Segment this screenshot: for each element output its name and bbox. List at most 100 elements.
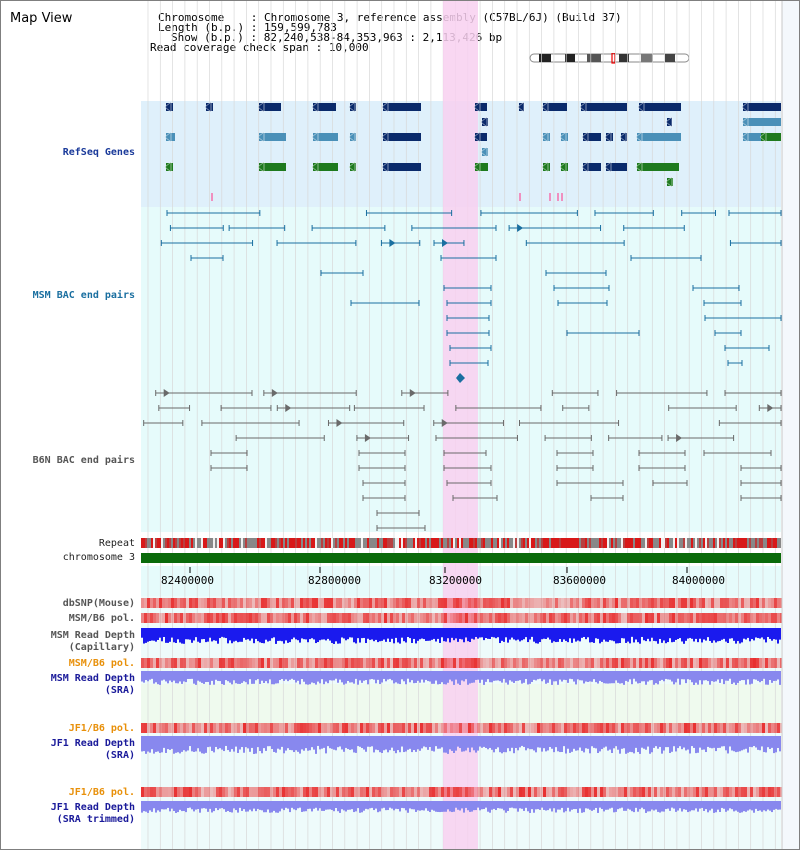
msm-capillary-depth-bar (347, 628, 349, 640)
dbsnp-heat-cell (666, 598, 669, 608)
msm-b6-pol-heat-cell (543, 613, 546, 623)
msm-b6-pol-heat-cell (219, 613, 222, 623)
msm-b6-pol-heat-cell (528, 613, 531, 623)
jf1-sra-depth-bar (169, 736, 171, 750)
jf1-trimmed-depth-bar (417, 801, 419, 811)
jf1-b6-pol-heat-cell (579, 723, 582, 733)
jf1-sra-depth-bar (521, 736, 523, 746)
jf1-b6-pol-trimmed-heat-cell (627, 787, 630, 797)
msm-b6-pol-sra-heat-cell (243, 658, 246, 668)
msm-b6-pol-heat-cell (504, 613, 507, 623)
msm-b6-pol-heat-cell (438, 613, 441, 623)
jf1-sra-depth-bar (761, 736, 763, 747)
jf1-trimmed-depth-bar (273, 801, 275, 811)
jf1-trimmed-depth-bar (287, 801, 289, 809)
jf1-b6-pol-trimmed-heat-cell (144, 787, 147, 797)
jf1-sra-depth-bar (343, 736, 345, 752)
msm-b6-pol-sra-heat-cell (291, 658, 294, 668)
repeat-segment (617, 538, 619, 548)
jf1-b6-pol-heat-cell (576, 723, 579, 733)
msm-sra-depth-bar (371, 671, 373, 679)
msm-b6-pol-sra-heat-cell (183, 658, 186, 668)
msm-sra-depth-bar (745, 671, 747, 685)
msm-b6-pol-sra-heat-cell (324, 658, 327, 668)
jf1-sra-depth-bar (621, 736, 623, 749)
repeat-segment (177, 538, 179, 548)
dbsnp-heat-cell (504, 598, 507, 608)
jf1-trimmed-depth-bar (687, 801, 689, 813)
jf1-trimmed-depth-bar (465, 801, 467, 808)
dbsnp-heat-cell (153, 598, 156, 608)
msm-sra-depth-bar (657, 671, 659, 685)
dbsnp-heat-cell (444, 598, 447, 608)
msm-capillary-depth-bar (671, 628, 673, 643)
jf1-trimmed-depth-bar (453, 801, 455, 812)
msm-b6-pol-sra-heat-cell (480, 658, 483, 668)
msm-b6-pol-heat-cell (444, 613, 447, 623)
msm-sra-depth-bar (143, 671, 145, 683)
msm-capillary-depth-bar (765, 628, 767, 643)
msm-capillary-depth-bar (573, 628, 575, 639)
jf1-b6-pol-trimmed-heat-cell (351, 787, 354, 797)
ruler-tick-label: 82800000 (308, 574, 361, 587)
jf1-b6-pol-trimmed-heat-cell (153, 787, 156, 797)
jf1-b6-pol-heat-cell (726, 723, 729, 733)
dbsnp-heat-cell (582, 598, 585, 608)
msm-capillary-depth-bar (555, 628, 557, 643)
msm-capillary-depth-bar (727, 628, 729, 643)
dbsnp-heat-cell (180, 598, 183, 608)
msm-capillary-depth-bar (583, 628, 585, 637)
msm-b6-pol-sra-heat-cell (237, 658, 240, 668)
msm-sra-depth-bar (309, 671, 311, 685)
msm-b6-pol-sra-heat-cell (393, 658, 396, 668)
msm-b6-pol-heat-cell (210, 613, 213, 623)
jf1-trimmed-depth-bar (579, 801, 581, 809)
msm-b6-pol-heat-cell (774, 613, 777, 623)
msm-b6-pol-heat-cell (609, 613, 612, 623)
msm-b6-pol-sra-heat-cell (543, 658, 546, 668)
gene-strand-arrow (257, 161, 265, 173)
msm-b6-pol-sra-heat-cell (600, 658, 603, 668)
msm-b6-pol-heat-cell (174, 613, 177, 623)
jf1-trimmed-depth-bar (181, 801, 183, 812)
dbsnp-heat-cell (516, 598, 519, 608)
msm-b6-pol-heat-cell (234, 613, 237, 623)
jf1-trimmed-depth-bar (477, 801, 479, 808)
jf1-b6-pol-heat-cell (747, 723, 750, 733)
msm-capillary-depth-bar (297, 628, 299, 641)
repeat-segment (449, 538, 451, 548)
msm-sra-depth-bar (227, 671, 229, 682)
msm-b6-pol-heat-cell (759, 613, 762, 623)
jf1-b6-pol-trimmed-heat-cell (633, 787, 636, 797)
msm-b6-pol-sra-heat-cell (675, 658, 678, 668)
jf1-b6-pol-heat-cell (156, 723, 159, 733)
jf1-sra-depth-bar (739, 736, 741, 752)
msm-b6-pol-sra-heat-cell (279, 658, 282, 668)
msm-bac-pair-arrow (389, 239, 396, 247)
jf1-b6-pol-heat-cell (609, 723, 612, 733)
dbsnp-heat-cell (522, 598, 525, 608)
jf1-sra-depth-bar (513, 736, 515, 754)
jf1-sra-depth-bar (453, 736, 455, 753)
msm-b6-pol-sra-heat-cell (498, 658, 501, 668)
msm-sra-depth-bar (477, 671, 479, 680)
repeat-segment (701, 538, 703, 548)
msm-b6-pol-heat-cell (501, 613, 504, 623)
msm-capillary-depth-bar (379, 628, 381, 642)
repeat-segment (159, 538, 161, 548)
jf1-trimmed-depth-bar (325, 801, 327, 810)
jf1-b6-pol-heat-cell (630, 723, 633, 733)
gene-feature (606, 163, 627, 171)
msm-b6-pol-sra-heat-cell (309, 658, 312, 668)
msm-capillary-depth-bar (759, 628, 761, 639)
jf1-sra-depth-bar (455, 736, 457, 751)
jf1-b6-pol-trimmed-heat-cell (402, 787, 405, 797)
msm-b6-pol-sra-heat-cell (735, 658, 738, 668)
dbsnp-heat-cell (564, 598, 567, 608)
repeat-segment (383, 538, 385, 548)
jf1-sra-depth-bar (515, 736, 517, 748)
msm-capillary-depth-bar (567, 628, 569, 643)
msm-b6-pol-sra-heat-cell (678, 658, 681, 668)
jf1-b6-pol-heat-cell (345, 723, 348, 733)
